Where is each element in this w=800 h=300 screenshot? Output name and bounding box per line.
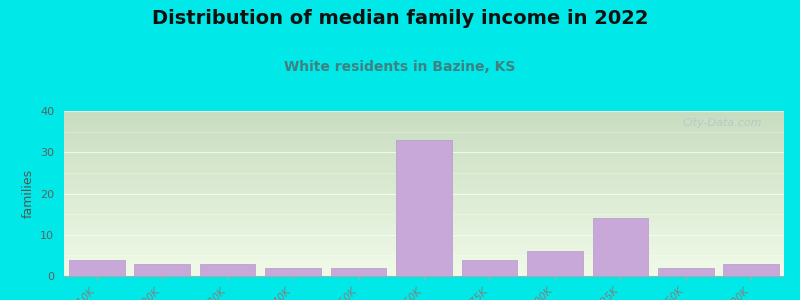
Bar — [200, 264, 255, 276]
Bar — [658, 268, 714, 276]
Bar — [266, 268, 321, 276]
Bar — [462, 260, 518, 276]
Bar — [330, 268, 386, 276]
Text: White residents in Bazine, KS: White residents in Bazine, KS — [284, 60, 516, 74]
Bar — [527, 251, 582, 276]
Text: City-Data.com: City-Data.com — [683, 118, 762, 128]
Bar — [69, 260, 125, 276]
Bar — [134, 264, 190, 276]
Y-axis label: families: families — [22, 169, 34, 218]
Bar — [723, 264, 779, 276]
Text: Distribution of median family income in 2022: Distribution of median family income in … — [152, 9, 648, 28]
Bar — [593, 218, 648, 276]
Bar — [396, 140, 452, 276]
